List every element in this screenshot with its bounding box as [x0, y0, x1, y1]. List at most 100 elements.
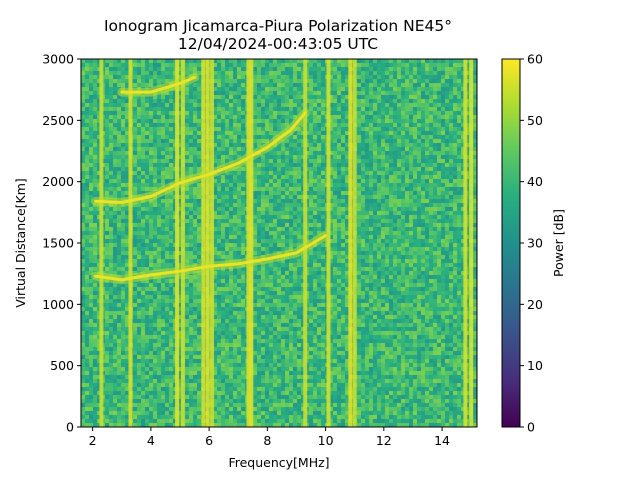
heatmap-cell [157, 135, 161, 139]
heatmap-cell [157, 283, 161, 287]
heatmap-cell [153, 363, 157, 367]
heatmap-cell [81, 139, 85, 143]
heatmap-cell [273, 159, 277, 163]
heatmap-cell [253, 75, 257, 79]
heatmap-cell [293, 59, 297, 63]
heatmap-cell [113, 391, 117, 395]
heatmap-cell [229, 391, 233, 395]
heatmap-cell [141, 239, 145, 243]
heatmap-cell [81, 411, 85, 415]
heatmap-cell [217, 67, 221, 71]
heatmap-cell [241, 319, 245, 323]
heatmap-cell [141, 115, 145, 119]
heatmap-cell [241, 347, 245, 351]
heatmap-cell [241, 339, 245, 343]
heatmap-cell [161, 367, 165, 371]
heatmap-cell [161, 327, 165, 331]
heatmap-cell [113, 423, 117, 427]
heatmap-cell [193, 303, 197, 307]
heatmap-cell [185, 59, 189, 63]
heatmap-cell [213, 287, 217, 291]
heatmap-cell [165, 403, 169, 407]
heatmap-cell [297, 59, 301, 63]
heatmap-cell [125, 299, 129, 303]
heatmap-cell [233, 363, 237, 367]
heatmap-cell [141, 283, 145, 287]
heatmap-cell [277, 151, 281, 155]
heatmap-cell [197, 323, 201, 327]
heatmap-cell [161, 147, 165, 151]
heatmap-cell [125, 419, 129, 423]
heatmap-cell [273, 319, 277, 323]
heatmap-cell [237, 171, 241, 175]
heatmap-cell [117, 211, 121, 215]
heatmap-cell [289, 103, 293, 107]
heatmap-cell [285, 139, 289, 143]
heatmap-cell [105, 343, 109, 347]
heatmap-cell [85, 219, 89, 223]
heatmap-cell [257, 115, 261, 119]
heatmap-cell [197, 311, 201, 315]
heatmap-cell [241, 79, 245, 83]
heatmap-cell [109, 395, 113, 399]
heatmap-cell [265, 283, 269, 287]
heatmap-cell [237, 199, 241, 203]
heatmap-cell [217, 103, 221, 107]
heatmap-cell [113, 259, 117, 263]
heatmap-cell [157, 79, 161, 83]
heatmap-cell [293, 275, 297, 279]
heatmap-cell [229, 279, 233, 283]
heatmap-cell [229, 371, 233, 375]
heatmap-cell [149, 251, 153, 255]
heatmap-cell [237, 219, 241, 223]
heatmap-cell [81, 403, 85, 407]
heatmap-cell [165, 119, 169, 123]
heatmap-cell [117, 127, 121, 131]
heatmap-cell [145, 391, 149, 395]
heatmap-cell [161, 339, 165, 343]
heatmap-cell [185, 379, 189, 383]
heatmap-cell [237, 323, 241, 327]
heatmap-cell [257, 219, 261, 223]
heatmap-cell [169, 387, 173, 391]
heatmap-cell [157, 127, 161, 131]
heatmap-cell [141, 315, 145, 319]
heatmap-cell [97, 235, 101, 239]
heatmap-cell [277, 71, 281, 75]
heatmap-cell [169, 403, 173, 407]
heatmap-cell [89, 351, 93, 355]
heatmap-cell [261, 419, 265, 423]
heatmap-cell [153, 419, 157, 423]
heatmap-cell [105, 383, 109, 387]
heatmap-cell [141, 67, 145, 71]
heatmap-cell [269, 343, 273, 347]
heatmap-cell [149, 311, 153, 315]
heatmap-cell [241, 395, 245, 399]
heatmap-cell [105, 103, 109, 107]
heatmap-cell [281, 411, 285, 415]
heatmap-cell [213, 415, 217, 419]
heatmap-cell [273, 87, 277, 91]
heatmap-cell [197, 395, 201, 399]
heatmap-cell [157, 59, 161, 63]
heatmap-cell [117, 403, 121, 407]
heatmap-cell [189, 203, 193, 207]
heatmap-cell [117, 79, 121, 83]
heatmap-cell [113, 95, 117, 99]
heatmap-cell [293, 67, 297, 71]
heatmap-cell [221, 355, 225, 359]
heatmap-cell [241, 147, 245, 151]
heatmap-cell [85, 199, 89, 203]
heatmap-cell [277, 279, 281, 283]
heatmap-cell [257, 211, 261, 215]
heatmap-cell [213, 203, 217, 207]
heatmap-cell [81, 63, 85, 67]
heatmap-cell [121, 391, 125, 395]
heatmap-cell [133, 163, 137, 167]
heatmap-cell [233, 335, 237, 339]
heatmap-cell [285, 291, 289, 295]
heatmap-cell [289, 195, 293, 199]
heatmap-cell [97, 139, 101, 143]
heatmap-cell [109, 211, 113, 215]
heatmap-cell [121, 347, 125, 351]
